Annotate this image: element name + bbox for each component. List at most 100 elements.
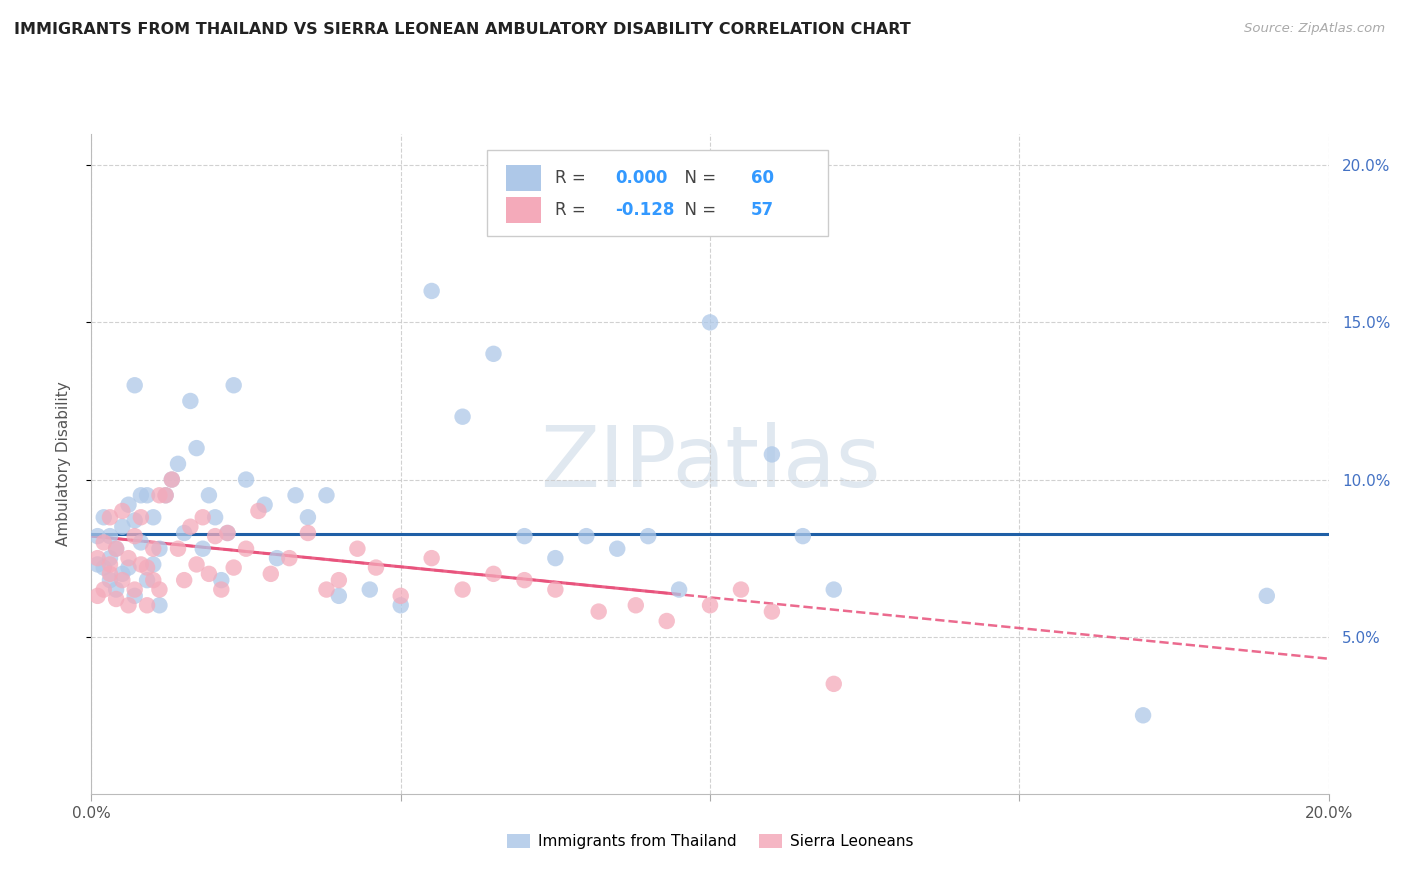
Point bbox=[247, 504, 270, 518]
Text: N =: N = bbox=[673, 201, 721, 219]
Point bbox=[117, 498, 139, 512]
Point bbox=[136, 560, 159, 574]
Point bbox=[93, 510, 115, 524]
Point bbox=[142, 558, 165, 572]
Point bbox=[588, 605, 610, 619]
Point bbox=[148, 582, 170, 597]
Point bbox=[544, 582, 567, 597]
Point bbox=[129, 558, 152, 572]
Point bbox=[111, 573, 134, 587]
Point bbox=[328, 589, 350, 603]
Point bbox=[179, 519, 201, 533]
Point bbox=[129, 510, 152, 524]
Point bbox=[235, 473, 257, 487]
Point bbox=[111, 519, 134, 533]
Point bbox=[451, 582, 474, 597]
Point bbox=[266, 551, 288, 566]
Point bbox=[98, 566, 121, 581]
Point bbox=[575, 529, 598, 543]
Point bbox=[346, 541, 368, 556]
Point bbox=[420, 284, 443, 298]
Point bbox=[124, 378, 146, 392]
Point bbox=[198, 488, 221, 502]
Text: IMMIGRANTS FROM THAILAND VS SIERRA LEONEAN AMBULATORY DISABILITY CORRELATION CHA: IMMIGRANTS FROM THAILAND VS SIERRA LEONE… bbox=[14, 22, 911, 37]
Point bbox=[186, 441, 208, 455]
Point bbox=[761, 605, 783, 619]
Point bbox=[191, 510, 214, 524]
Point bbox=[160, 473, 183, 487]
Point bbox=[111, 504, 134, 518]
FancyBboxPatch shape bbox=[488, 151, 828, 236]
Point bbox=[637, 529, 659, 543]
Point bbox=[136, 599, 159, 613]
Point bbox=[315, 488, 337, 502]
Point bbox=[624, 599, 647, 613]
Text: N =: N = bbox=[673, 169, 721, 187]
Point bbox=[173, 573, 195, 587]
Point bbox=[359, 582, 381, 597]
Point bbox=[136, 573, 159, 587]
Point bbox=[155, 488, 177, 502]
Point bbox=[792, 529, 814, 543]
Point bbox=[389, 599, 412, 613]
Point bbox=[420, 551, 443, 566]
Point bbox=[235, 541, 257, 556]
Point bbox=[482, 347, 505, 361]
Point bbox=[606, 541, 628, 556]
Text: Source: ZipAtlas.com: Source: ZipAtlas.com bbox=[1244, 22, 1385, 36]
Point bbox=[209, 582, 232, 597]
Point bbox=[1132, 708, 1154, 723]
Point bbox=[730, 582, 752, 597]
Point bbox=[86, 529, 108, 543]
Point bbox=[217, 526, 239, 541]
Point bbox=[823, 582, 845, 597]
Point bbox=[179, 394, 201, 409]
Point bbox=[93, 582, 115, 597]
Point bbox=[699, 315, 721, 329]
Point bbox=[142, 510, 165, 524]
Point bbox=[124, 589, 146, 603]
Point bbox=[389, 589, 412, 603]
Point bbox=[209, 573, 232, 587]
Point bbox=[142, 573, 165, 587]
Point bbox=[117, 560, 139, 574]
Point bbox=[513, 529, 536, 543]
Bar bbox=[506, 196, 540, 223]
Point bbox=[124, 513, 146, 527]
Point bbox=[93, 560, 115, 574]
Point bbox=[1256, 589, 1278, 603]
Y-axis label: Ambulatory Disability: Ambulatory Disability bbox=[56, 382, 70, 546]
Point bbox=[98, 573, 121, 587]
Point bbox=[451, 409, 474, 424]
Legend: Immigrants from Thailand, Sierra Leoneans: Immigrants from Thailand, Sierra Leonean… bbox=[501, 829, 920, 855]
Point bbox=[253, 498, 276, 512]
Text: R =: R = bbox=[555, 169, 592, 187]
Point bbox=[98, 558, 121, 572]
Text: -0.128: -0.128 bbox=[614, 201, 673, 219]
Point bbox=[105, 541, 128, 556]
Point bbox=[160, 473, 183, 487]
Point bbox=[105, 582, 128, 597]
Text: ZIPatlas: ZIPatlas bbox=[540, 422, 880, 506]
Point bbox=[155, 488, 177, 502]
Point bbox=[86, 551, 108, 566]
Point bbox=[105, 592, 128, 607]
Point bbox=[86, 589, 108, 603]
Point bbox=[86, 558, 108, 572]
Point bbox=[142, 541, 165, 556]
Point bbox=[482, 566, 505, 581]
Point bbox=[117, 599, 139, 613]
Point bbox=[105, 541, 128, 556]
Point bbox=[117, 551, 139, 566]
Point bbox=[699, 599, 721, 613]
Point bbox=[124, 582, 146, 597]
Point bbox=[129, 535, 152, 549]
Point bbox=[513, 573, 536, 587]
Bar bbox=[506, 165, 540, 191]
Point bbox=[544, 551, 567, 566]
Point bbox=[136, 488, 159, 502]
Point bbox=[198, 566, 221, 581]
Point bbox=[217, 526, 239, 541]
Text: 57: 57 bbox=[751, 201, 773, 219]
Point bbox=[655, 614, 678, 628]
